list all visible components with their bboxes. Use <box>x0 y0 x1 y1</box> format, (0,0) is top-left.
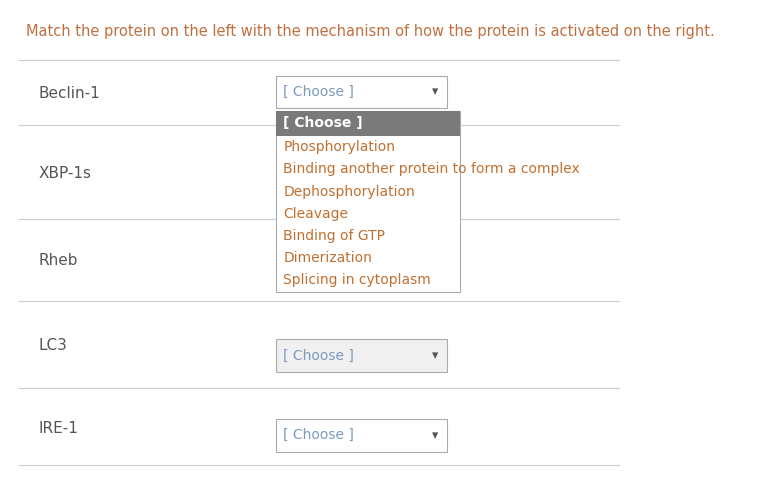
Text: [ Choose ]: [ Choose ] <box>283 85 355 99</box>
FancyBboxPatch shape <box>275 419 447 452</box>
Text: [ Choose ]: [ Choose ] <box>283 428 355 442</box>
FancyBboxPatch shape <box>275 111 460 292</box>
FancyBboxPatch shape <box>275 339 447 372</box>
Text: Cleavage: Cleavage <box>283 207 349 221</box>
Text: LC3: LC3 <box>38 338 67 353</box>
Text: [ Choose ]: [ Choose ] <box>283 116 363 131</box>
Text: Rheb: Rheb <box>38 253 78 268</box>
Text: ▾: ▾ <box>432 86 438 98</box>
Text: Match the protein on the left with the mechanism of how the protein is activated: Match the protein on the left with the m… <box>26 24 715 39</box>
Text: Phosphorylation: Phosphorylation <box>283 140 396 154</box>
Text: ▾: ▾ <box>432 429 438 442</box>
Text: Beclin-1: Beclin-1 <box>38 85 100 101</box>
FancyBboxPatch shape <box>275 76 447 108</box>
Text: Dephosphorylation: Dephosphorylation <box>283 185 416 199</box>
Text: Dimerization: Dimerization <box>283 251 372 265</box>
Text: XBP-1s: XBP-1s <box>38 166 91 181</box>
FancyBboxPatch shape <box>275 111 460 136</box>
Text: IRE-1: IRE-1 <box>38 421 78 437</box>
Text: Splicing in cytoplasm: Splicing in cytoplasm <box>283 273 431 287</box>
Text: Binding another protein to form a complex: Binding another protein to form a comple… <box>283 162 580 176</box>
Text: [ Choose ]: [ Choose ] <box>283 348 355 363</box>
Text: ▾: ▾ <box>432 349 438 362</box>
Text: Binding of GTP: Binding of GTP <box>283 229 386 243</box>
